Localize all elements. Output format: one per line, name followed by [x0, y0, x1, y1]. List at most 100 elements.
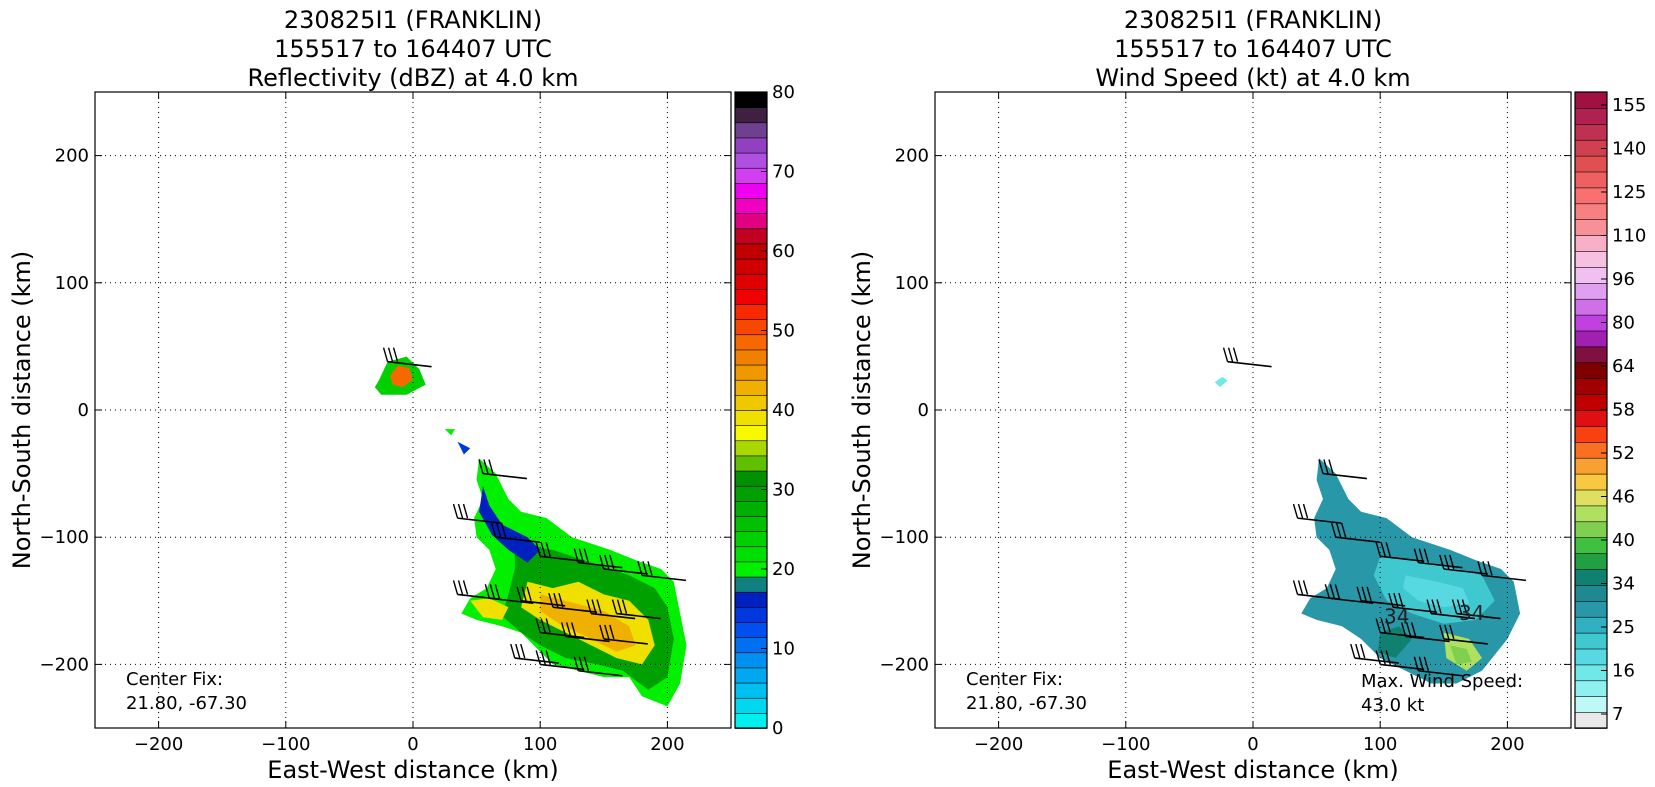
wind-barb-flag — [1323, 459, 1329, 474]
wind-barb-flag — [462, 503, 469, 519]
wind-barb-flag — [604, 554, 610, 570]
wind-barb-staff — [1392, 606, 1438, 613]
wind-barb-flag — [1336, 523, 1342, 538]
x-tick-label: 0 — [1247, 734, 1258, 755]
colorbar-cell — [1574, 171, 1608, 189]
colorbar-cell — [1574, 584, 1608, 602]
colorbar-cell — [734, 212, 768, 230]
colorbar: 7 16 25 34 40 46 52 58 64 80 96 110 125 140 155 — [1574, 91, 1646, 729]
colorbar-tick-label: 110 — [1612, 226, 1646, 247]
wind-barb — [1388, 592, 1438, 613]
colorbar-tick-label: 16 — [1612, 661, 1635, 682]
wind-barb-flag — [452, 503, 459, 519]
wind-barb-flag — [387, 347, 394, 362]
chart-title-line: 155517 to 164407 UTC — [274, 35, 552, 63]
colorbar-cell — [734, 697, 768, 714]
wind-barb-staff — [1456, 612, 1501, 620]
colorbar-cell — [1574, 266, 1608, 284]
wind-barb-flag — [1380, 650, 1386, 665]
colorbar-cell — [734, 167, 768, 184]
wind-barb-staff — [603, 568, 648, 575]
data-region — [390, 365, 413, 388]
wind-barb-flag — [1375, 618, 1381, 633]
wind-barb-flag — [1449, 554, 1455, 570]
wind-barb — [1439, 554, 1488, 575]
colorbar-cell — [734, 682, 768, 699]
wind-barb-staff — [540, 555, 585, 563]
wind-barb-staff — [641, 574, 687, 582]
wind-barb — [535, 618, 585, 639]
wind-barb-flag — [621, 599, 628, 614]
wind-barb-flag — [1398, 592, 1404, 608]
wind-barb-staff — [565, 635, 610, 643]
wind-barb — [611, 599, 661, 620]
wind-barb-flag — [457, 503, 464, 519]
colorbar-cell — [1574, 473, 1608, 491]
wind-barb-flag — [1222, 347, 1229, 362]
wind-barb-flag — [1380, 542, 1386, 557]
wind-barb-flag — [1418, 548, 1425, 563]
data-region — [470, 598, 509, 620]
data-region — [1377, 626, 1412, 658]
colorbar-cell — [734, 258, 768, 275]
wind-barb-flag — [1341, 523, 1347, 538]
wind-barb-flag — [616, 599, 623, 614]
data-region — [1403, 575, 1470, 608]
colorbar-cell — [1574, 139, 1608, 157]
wind-barb-flag — [478, 459, 484, 474]
wind-barb-flag — [535, 618, 541, 633]
data-region — [479, 486, 541, 563]
wind-barb-staff — [1405, 635, 1450, 643]
wind-barb-flag — [1302, 580, 1309, 595]
wind-barb — [1477, 561, 1527, 582]
wind-barb-flag — [1456, 599, 1463, 614]
center-fix-label: Center Fix: — [966, 669, 1063, 690]
wind-barb-staff — [1322, 472, 1368, 480]
wind-barb-flag — [510, 643, 516, 659]
wind-barb-flag — [515, 643, 521, 659]
colorbar-cell — [734, 379, 768, 396]
wind-barb-staff — [578, 561, 623, 569]
chart-title-line: Wind Speed (kt) at 4.0 km — [1095, 64, 1410, 92]
wind-barb-flag — [553, 592, 559, 608]
wind-barb-flag — [1292, 503, 1299, 519]
center-fix-label: Center Fix: — [126, 669, 223, 690]
wind-barb-flag — [520, 643, 526, 659]
wind-barb-flag — [599, 624, 605, 640]
x-tick-label: 100 — [523, 734, 557, 755]
colorbar-cell — [734, 394, 768, 411]
wind-barb — [491, 523, 540, 543]
wind-barb-flag — [1436, 599, 1442, 614]
wind-barb — [1400, 622, 1450, 643]
y-tick-label: 0 — [918, 400, 929, 421]
colorbar-tick-label: 0 — [772, 718, 783, 739]
wind-barb-flag — [1482, 561, 1488, 576]
wind-barb-flag — [545, 618, 551, 633]
wind-barb-staff — [552, 606, 598, 613]
wind-barb-staff — [590, 612, 636, 620]
wind-barb-flag — [521, 586, 527, 601]
y-tick-label: −100 — [40, 527, 89, 548]
wind-barb — [637, 561, 687, 582]
y-tick-label: −200 — [40, 654, 89, 675]
colorbar-cell — [734, 530, 768, 548]
wind-barb — [535, 650, 585, 671]
wind-barb-flag — [1487, 561, 1493, 576]
wind-barb-flag — [642, 561, 648, 576]
y-tick-label: 100 — [895, 273, 929, 294]
colorbar-cell — [1574, 123, 1608, 141]
wind-barb-flag — [1328, 459, 1334, 474]
wind-barb-staff — [540, 631, 585, 639]
wind-barb-staff — [1329, 597, 1374, 605]
colorbar-tick-label: 20 — [772, 559, 795, 580]
data-region — [444, 429, 455, 436]
colorbar-cell — [1574, 505, 1608, 523]
wind-barb — [1439, 624, 1488, 645]
x-tick-label: 100 — [1363, 734, 1397, 755]
x-tick-label: 200 — [1490, 734, 1524, 755]
colorbar-cell — [1574, 632, 1608, 650]
colorbar-tick-label: 50 — [772, 321, 795, 342]
wind-barb-flag — [392, 347, 399, 362]
center-fix-value: 21.80, -67.30 — [966, 693, 1087, 714]
